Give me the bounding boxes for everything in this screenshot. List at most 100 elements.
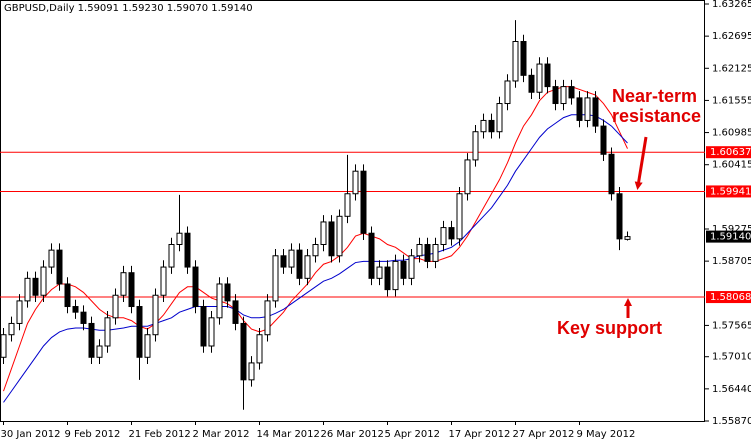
y-tick-label: 1.62125 (712, 63, 751, 74)
candle-body (112, 294, 119, 319)
level-label: 1.58068 (710, 292, 751, 303)
candle-body (432, 244, 439, 262)
candle-body (568, 86, 575, 99)
x-tick-label: 26 Mar 2012 (321, 429, 384, 440)
candle-body (536, 63, 543, 93)
annotation: Key support (557, 318, 662, 338)
candle-body (488, 119, 495, 133)
candle-body (480, 119, 487, 133)
candle-body (376, 266, 383, 279)
x-tick-label: 27 Apr 2012 (513, 429, 575, 440)
y-tick-label: 1.60415 (712, 160, 751, 171)
candle-body (96, 345, 103, 358)
candle-body (80, 311, 87, 324)
candle-body (248, 362, 255, 381)
x-tick-label: 2 Mar 2012 (193, 429, 250, 440)
candle-body (600, 125, 607, 155)
level-label: 1.59941 (710, 186, 751, 197)
candle-body (312, 244, 319, 257)
y-tick-label: 1.61555 (712, 95, 751, 106)
plot-frame (0, 0, 705, 422)
candle-body (48, 249, 55, 268)
candle-body (296, 249, 303, 279)
candle-body (192, 266, 199, 308)
candle-body (280, 255, 287, 268)
candle-body (584, 97, 591, 121)
candle-body (416, 244, 423, 257)
candle-body (384, 266, 391, 291)
candle-body (232, 300, 239, 324)
candle-body (88, 322, 95, 358)
candle-body (504, 80, 511, 105)
x-tick-label: 30 Jan 2012 (1, 429, 61, 440)
candle-body (352, 170, 359, 195)
candle-body (576, 97, 583, 121)
candle-body (496, 103, 503, 133)
candle-body (528, 74, 535, 93)
y-tick-label: 1.57010 (712, 352, 751, 363)
candle-body (240, 322, 247, 381)
candle-body (16, 300, 23, 324)
y-tick-label: 1.57565 (712, 320, 751, 331)
candle-body (40, 266, 47, 296)
candle-body (472, 131, 479, 161)
candle-body (328, 221, 335, 257)
candle-body (208, 317, 215, 347)
y-tick-label: 1.63265 (712, 0, 751, 10)
candle-body (520, 40, 527, 76)
candle-body (264, 300, 271, 336)
candle-body (392, 260, 399, 291)
candle-body (304, 255, 311, 279)
level-label-box (706, 185, 751, 198)
x-tick-label: 17 Apr 2012 (449, 429, 511, 440)
candle-body (24, 277, 31, 302)
candle-body (272, 255, 279, 302)
level-label-box (706, 291, 751, 304)
candle-body (368, 232, 375, 279)
y-tick-label: 1.62695 (712, 31, 751, 42)
candle-body (160, 266, 167, 296)
candle-body (224, 283, 231, 302)
x-tick-label: 5 Apr 2012 (385, 429, 440, 440)
candle-body (320, 221, 327, 246)
candle-body (256, 334, 263, 364)
candle-body (120, 272, 127, 296)
candle-body (168, 244, 175, 268)
annotation: Near-term (612, 86, 697, 106)
candle-body (456, 193, 463, 240)
candle-body (552, 86, 559, 105)
candle-body (544, 63, 551, 88)
candle-body (144, 334, 151, 358)
candle-body (104, 317, 111, 347)
candle-body (200, 306, 207, 347)
candle-body (464, 159, 471, 195)
y-tick-label: 1.56440 (712, 384, 751, 395)
candle-body (608, 153, 615, 195)
candle-body (0, 334, 7, 358)
level-label-box (706, 146, 751, 159)
candle-body (136, 306, 143, 358)
candle-body (176, 232, 183, 246)
chart-title: GBPUSD,Daily 1.59091 1.59230 1.59070 1.5… (4, 3, 253, 14)
candle-body (448, 227, 455, 240)
x-tick-label: 9 Feb 2012 (65, 429, 121, 440)
candle-body (152, 294, 159, 336)
y-tick-label: 1.59275 (712, 224, 751, 235)
candle-body (56, 249, 63, 285)
candle-body (624, 236, 631, 240)
candle-body (424, 244, 431, 262)
y-tick-label: 1.55870 (712, 416, 751, 427)
y-tick-label: 1.60985 (712, 128, 751, 139)
candle-body (560, 86, 567, 105)
arrow (634, 136, 648, 190)
level-label: 1.60637 (710, 147, 751, 158)
candle-body (592, 97, 599, 127)
last-price-label: 1.59140 (710, 232, 751, 243)
candle-body (288, 249, 295, 268)
candle-body (336, 215, 343, 257)
candle-body (128, 272, 135, 308)
candle-body (616, 193, 623, 240)
candle-body (32, 277, 39, 296)
